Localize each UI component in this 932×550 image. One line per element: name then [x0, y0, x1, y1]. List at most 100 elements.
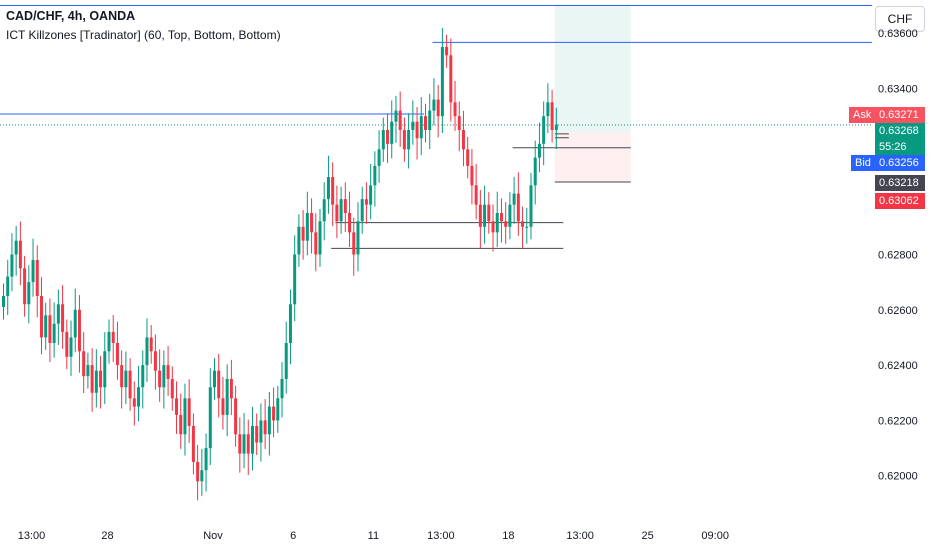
candle	[120, 350, 124, 409]
candle-body	[453, 102, 457, 117]
candle-body	[94, 370, 98, 393]
candle	[175, 381, 179, 434]
x-tick-label: 09:00	[701, 530, 729, 542]
currency-button[interactable]: CHF	[875, 6, 925, 32]
candle	[73, 288, 77, 353]
candle	[31, 238, 35, 297]
candle-body	[162, 365, 166, 388]
candle	[331, 162, 335, 226]
candle	[111, 315, 115, 363]
candle-body	[31, 260, 35, 283]
candle	[419, 97, 423, 156]
candle-body	[48, 315, 52, 343]
candle	[293, 235, 297, 322]
candle-body	[73, 309, 77, 338]
indicator-legend[interactable]: ICT Killzones [Tradinator] (60, Top, Bot…	[6, 28, 281, 42]
candle-body	[103, 351, 107, 388]
candle-body	[550, 102, 554, 130]
candle-body	[525, 226, 529, 228]
candle-body	[326, 177, 330, 200]
candle	[352, 217, 356, 276]
candle-body	[546, 102, 550, 117]
candle-body	[352, 232, 356, 255]
candle	[276, 385, 280, 433]
candle	[107, 319, 111, 364]
candle	[508, 192, 512, 240]
candle	[314, 213, 318, 272]
candle	[61, 285, 65, 349]
candle	[229, 359, 233, 416]
candle	[200, 448, 204, 496]
candle	[529, 172, 533, 240]
candle	[377, 130, 381, 183]
candle-body	[360, 199, 364, 222]
candle-body	[65, 331, 69, 357]
candle	[52, 302, 56, 358]
chart-title: CAD/CHF, 4h, OANDA	[6, 9, 136, 23]
candle	[474, 164, 478, 220]
candle	[533, 140, 537, 205]
candle-body	[428, 110, 432, 130]
level-price-tag: 0.63218	[875, 175, 925, 191]
candle-body	[153, 351, 157, 371]
candle-body	[373, 165, 377, 186]
x-tick-label: 13:00	[18, 530, 46, 542]
candle	[217, 353, 221, 418]
candle-body	[499, 212, 503, 222]
candle	[554, 107, 558, 150]
candle	[356, 202, 360, 272]
candle-body	[369, 185, 373, 205]
candle-body	[432, 99, 436, 111]
candle	[179, 393, 183, 449]
candle-body	[449, 55, 453, 103]
ask-price-tag: 0.63271	[875, 107, 925, 123]
candle-body	[478, 204, 482, 227]
candle-body	[457, 116, 461, 130]
candle	[512, 176, 516, 224]
candle	[39, 276, 43, 355]
candle-body	[529, 185, 533, 227]
candle-body	[474, 185, 478, 205]
candle	[128, 358, 132, 411]
candle-body	[310, 212, 314, 233]
candle	[48, 298, 52, 363]
candle-body	[554, 124, 558, 130]
candle	[407, 113, 411, 169]
candle-body	[35, 260, 39, 296]
candle	[440, 27, 444, 134]
candle	[537, 122, 541, 173]
candle	[77, 295, 81, 373]
candle	[221, 377, 225, 430]
candle-body	[208, 387, 212, 449]
candle-body	[187, 398, 191, 426]
candle-body	[39, 295, 43, 338]
candle	[424, 103, 427, 143]
x-tick-label: 6	[290, 530, 296, 542]
candle-body	[533, 157, 537, 186]
candle	[478, 190, 482, 249]
candle	[65, 319, 69, 370]
candle	[170, 366, 174, 411]
candle	[339, 186, 343, 234]
candle-body	[445, 47, 449, 56]
candle-body	[250, 425, 254, 454]
candle	[263, 399, 267, 449]
candle	[432, 78, 436, 126]
candle	[546, 83, 550, 134]
x-tick-label: 13:00	[566, 530, 594, 542]
candle-body	[436, 99, 440, 117]
candle-body	[491, 221, 495, 233]
candle-body	[229, 378, 233, 399]
candle-body	[377, 149, 381, 166]
candle	[132, 381, 136, 426]
candle	[504, 202, 508, 244]
candle	[335, 185, 339, 239]
candle	[90, 348, 94, 412]
candle	[301, 209, 305, 260]
candle-body	[234, 398, 238, 435]
candle-body	[322, 199, 326, 222]
candle-body	[495, 212, 499, 233]
candle	[2, 283, 5, 320]
candle	[103, 332, 107, 405]
